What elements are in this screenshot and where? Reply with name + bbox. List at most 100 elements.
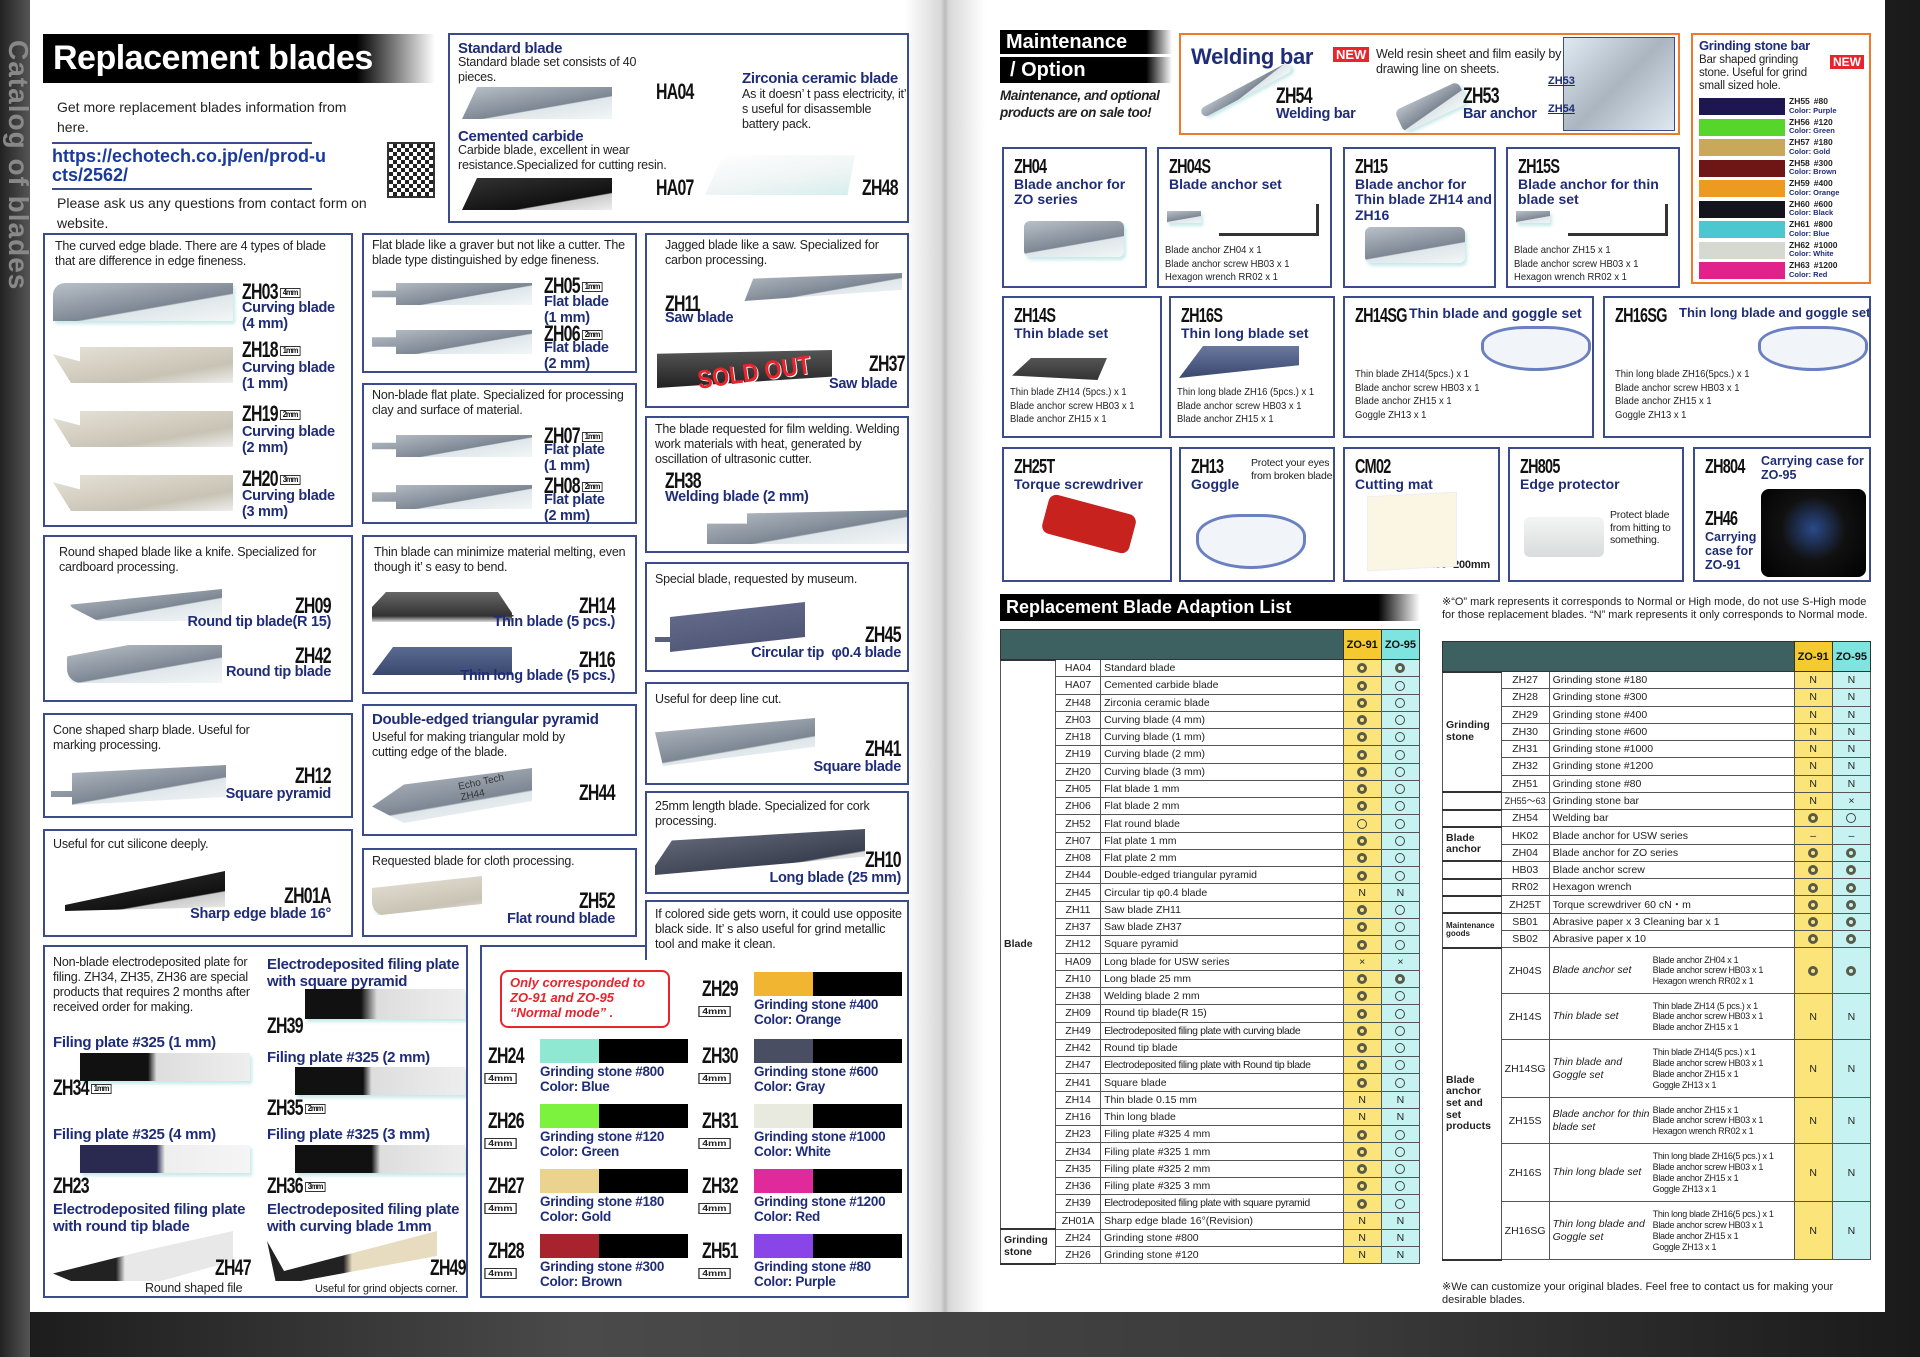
stone-color-label: Color: Orange	[754, 1011, 841, 1027]
table-row: ZH49 Electrodeposited filing plate with c…	[1001, 1021, 1421, 1040]
info-divider	[52, 188, 312, 190]
stone-grit: Grinding stone #1200	[754, 1194, 886, 1209]
saw-desc: Jagged blade like a saw. Specialized for…	[665, 238, 879, 267]
thin-blade-image	[1012, 358, 1107, 380]
blade-image-ha07	[462, 178, 612, 210]
stone-bar-color: Color: Blue	[1789, 228, 1830, 238]
item-name: Saw blade ZH11	[1100, 900, 1344, 919]
mark-compatible-normal-high	[1395, 1164, 1406, 1175]
stone-grit: Grinding stone #300	[540, 1259, 665, 1274]
item-code: ZH39	[1054, 1194, 1102, 1213]
mark-compatible-normal-high	[1395, 732, 1406, 743]
blade-image-zh05	[372, 283, 532, 305]
stone-color	[540, 1169, 600, 1193]
item-name: Saw blade ZH37	[1100, 917, 1344, 937]
stone-bar-label: ZH62 #1000 Color: White	[1789, 240, 1837, 258]
item-name: Long blade for USW series	[1100, 952, 1344, 971]
item-name: Filing plate #325 3 mm	[1100, 1176, 1344, 1196]
item-code: RR02	[1500, 878, 1550, 897]
stone-bar-grit: #80	[1813, 96, 1828, 106]
column-zo-91: ZO-91	[1793, 641, 1833, 672]
code-zh28: ZH28	[488, 1238, 525, 1263]
name-zh09: Round tip blade(R 15)	[187, 614, 331, 630]
zo95-mark	[1380, 900, 1421, 919]
item-name: Welding bar	[1548, 809, 1795, 828]
card-saw-blades: Jagged blade like a saw. Specialized for…	[645, 233, 909, 408]
stone-name: Grinding stone #400 Color: Orange	[754, 997, 878, 1028]
mark-compatible	[1846, 965, 1857, 976]
cone-desc: Cone shaped sharp blade. Useful for mark…	[53, 723, 250, 752]
stone-bar-swatch	[1699, 159, 1785, 177]
name-zh53: Bar anchor	[1463, 106, 1537, 122]
name-zh20: Curving blade (3 mm)	[242, 488, 335, 520]
bar-anchor-image	[1394, 81, 1468, 133]
item-code: ZH28	[1500, 688, 1550, 707]
goggle-image	[1758, 326, 1868, 371]
table-row: ZH23 Filing plate #325 4 mm	[1001, 1125, 1421, 1144]
zo91-mark	[1342, 728, 1382, 747]
set-content-line: Blade anchor ZH15 x 1	[1652, 1172, 1739, 1183]
mark-compatible-normal-high	[1395, 749, 1406, 760]
blade-image-zh16	[372, 647, 512, 675]
zo91-mark: N	[1793, 1143, 1833, 1203]
url-link[interactable]: https://echotech.co.jp/en/prod-ucts/2562…	[52, 146, 326, 185]
qr-code-icon[interactable]	[387, 142, 435, 198]
name-zh19: Curving blade (2 mm)	[242, 424, 335, 456]
stone-color	[754, 1104, 814, 1128]
group-label: Maintenance goods	[1442, 912, 1502, 949]
content-line: Blade anchor screw HB03 x 1	[1355, 381, 1480, 394]
zo91-mark: N	[1793, 791, 1833, 811]
mark-compatible	[1395, 663, 1406, 674]
zo95-mark: N	[1831, 670, 1872, 690]
zo91-mark	[1342, 745, 1382, 764]
stone-bar-color: Color: Black	[1789, 208, 1834, 217]
mark-compatible-normal-high	[1395, 1129, 1406, 1140]
zo91-mark: N	[1342, 1211, 1382, 1230]
table-row: ZH48 Zirconia ceramic blade	[1001, 693, 1421, 712]
item-name: Torque screwdriver 60 cN・m	[1548, 895, 1795, 914]
card-sharp-edge: Useful for cut silicone deeply. ZH01A Sh…	[43, 829, 353, 937]
content-line: Hexagon wrench RR02 x 1	[1165, 271, 1278, 284]
mark-compatible	[1357, 991, 1368, 1002]
mark-compatible	[1357, 853, 1368, 864]
mark-compatible	[1808, 934, 1819, 945]
zo91-mark: N	[1793, 688, 1833, 707]
set-name: Thin blade set	[1552, 1010, 1619, 1023]
item-code: ZH49	[1054, 1021, 1102, 1040]
size-badge: 1mm	[279, 346, 301, 357]
set-contents: Blade anchor ZH15 x 1 Blade anchor screw …	[1653, 1105, 1791, 1137]
title-zh39: Electrodeposited filing plate with squar…	[267, 956, 460, 990]
blade-image-zh12	[51, 765, 226, 805]
item-name: Flat plate 1 mm	[1100, 831, 1344, 850]
blade-image-zh06	[372, 330, 532, 354]
zo91-mark	[1342, 831, 1382, 850]
item-code: ZH03	[1054, 710, 1102, 730]
content-line: Thin blade ZH14 (5pcs.) x 1	[1010, 386, 1127, 398]
table-row: ZH20 Curving blade (3 mm)	[1001, 762, 1421, 781]
table-row: ZH15S Blade anchor for thin blade set Blad…	[1443, 1097, 1872, 1145]
blade-image-zh42	[67, 645, 222, 683]
stone-bar-color: Color: Gold	[1789, 146, 1831, 156]
item-name: Standard blade	[1100, 658, 1344, 678]
zo91-mark	[1793, 809, 1833, 828]
new-badge: NEW	[1830, 55, 1864, 69]
set-content-line: Blade anchor screw HB03 x 1	[1652, 1011, 1764, 1022]
welding-desc: The blade requested for film welding. We…	[655, 422, 900, 466]
set-content-line: Blade anchor ZH15 x 1	[1652, 1022, 1739, 1033]
item-code: ZH26	[1054, 1246, 1102, 1265]
content-line: Thin long blade ZH16(5pcs.) x 1	[1615, 368, 1750, 380]
code-zh29: ZH29	[702, 976, 739, 1001]
blade-image-zh19	[53, 411, 233, 447]
set-code: ZH14SG	[1500, 1039, 1550, 1099]
table-row: ZH14 Thin blade 0.15 mm N N	[1001, 1090, 1421, 1109]
stone-bar-code: ZH60	[1789, 198, 1810, 209]
table-row: ZH19 Curving blade (2 mm)	[1001, 745, 1421, 764]
zo91-mark	[1342, 1125, 1382, 1144]
product-name: Cutting mat	[1355, 476, 1433, 492]
zo91-mark	[1342, 676, 1382, 695]
table-row: ZH38 Welding blade 2 mm	[1001, 987, 1421, 1006]
caption-zh47: Round shaped file	[145, 1281, 243, 1295]
code-zh20: ZH20 3mm	[242, 468, 301, 490]
product-code: ZH804	[1705, 456, 1745, 478]
zo95-mark: ×	[1831, 791, 1872, 811]
